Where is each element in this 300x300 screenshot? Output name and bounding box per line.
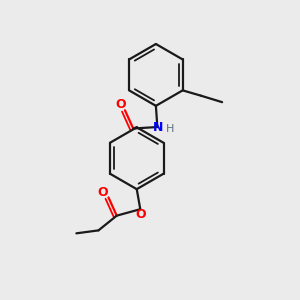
Text: H: H — [166, 124, 174, 134]
Text: N: N — [153, 121, 164, 134]
Text: O: O — [97, 186, 108, 199]
Text: O: O — [115, 98, 126, 111]
Text: O: O — [136, 208, 146, 221]
